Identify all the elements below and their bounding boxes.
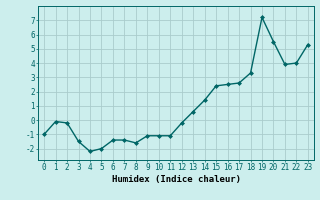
X-axis label: Humidex (Indice chaleur): Humidex (Indice chaleur) — [111, 175, 241, 184]
